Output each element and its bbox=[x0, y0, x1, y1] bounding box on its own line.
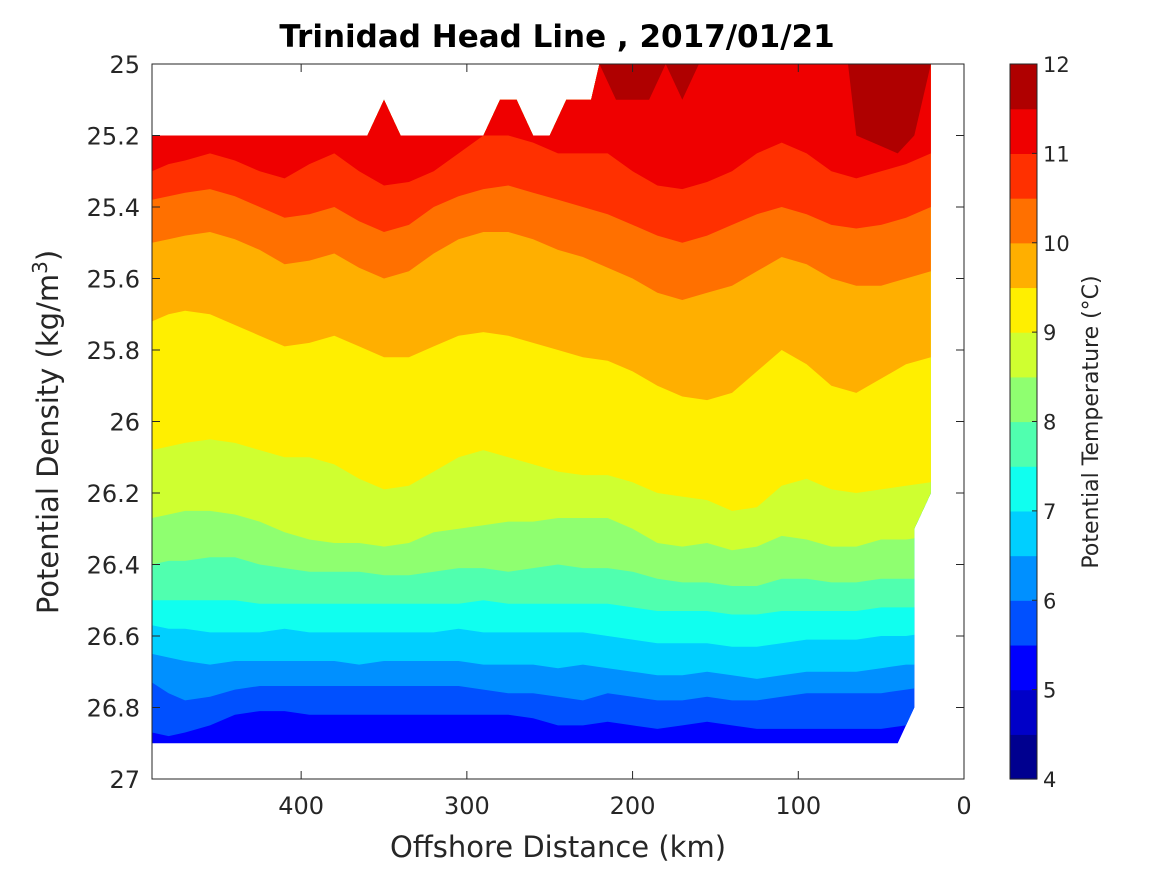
x-tick-label: 300 bbox=[444, 792, 490, 820]
colorbar-tick-label: 5 bbox=[1043, 679, 1056, 703]
colorbar-title: Potential Temperature (°C) bbox=[1079, 275, 1104, 568]
colorbar-tick-label: 7 bbox=[1043, 500, 1056, 524]
colorbar-tick-label: 4 bbox=[1043, 768, 1056, 792]
colorbar-segment bbox=[1010, 287, 1037, 333]
y-axis: 25 25.2 25.4 25.6 25.8 26 26.2 26.4 26.6 26.8 27 bbox=[87, 51, 964, 794]
y-axis-title-main: Potential Density (kg/m bbox=[31, 274, 65, 614]
colorbar-segment bbox=[1010, 689, 1037, 735]
contour-patch-warmest-2 bbox=[848, 64, 931, 154]
y-tick-label: 26.2 bbox=[87, 480, 140, 508]
colorbar-tick-label: 9 bbox=[1043, 321, 1056, 345]
y-tick-label: 26.6 bbox=[87, 623, 140, 651]
y-tick-label: 26 bbox=[109, 409, 140, 437]
colorbar-segment bbox=[1010, 510, 1037, 557]
colorbar-tick-label: 8 bbox=[1043, 411, 1056, 435]
colorbar-segment bbox=[1010, 466, 1037, 512]
x-tick-label: 200 bbox=[610, 792, 656, 820]
plot-area: 25 25.2 25.4 25.6 25.8 26 26.2 26.4 26.6 26.8 27 4… bbox=[87, 51, 972, 820]
colorbar-segment bbox=[1010, 600, 1037, 646]
colorbar-tick-label: 6 bbox=[1043, 589, 1056, 613]
y-tick-label: 27 bbox=[109, 766, 140, 794]
colorbar-segment bbox=[1010, 242, 1037, 289]
colorbar-segment bbox=[1010, 153, 1037, 199]
y-axis-title-superscript: 3 bbox=[28, 261, 52, 274]
x-tick-label: 0 bbox=[956, 792, 971, 820]
colorbar-segment bbox=[1010, 198, 1037, 244]
colorbar-segment bbox=[1010, 332, 1037, 378]
colorbar: 4 5 6 7 8 9 10 11 12 bbox=[1009, 53, 1070, 792]
x-axis: 400 300 200 100 0 bbox=[278, 64, 972, 820]
y-tick-label: 25.8 bbox=[87, 337, 140, 365]
colorbar-segments bbox=[1010, 64, 1037, 780]
contour-fill-layer bbox=[152, 64, 931, 744]
colorbar-tick-label: 10 bbox=[1043, 232, 1070, 256]
colorbar-ticks: 4 5 6 7 8 9 10 11 12 bbox=[1032, 53, 1070, 792]
y-axis-title: Potential Density (kg/m3) bbox=[28, 250, 65, 614]
y-tick-label: 25.4 bbox=[87, 194, 140, 222]
x-tick-label: 400 bbox=[278, 792, 324, 820]
colorbar-segment bbox=[1010, 421, 1037, 467]
colorbar-tick-label: 11 bbox=[1043, 142, 1070, 166]
y-tick-label: 25 bbox=[109, 51, 140, 79]
y-tick-label: 26.8 bbox=[87, 695, 140, 723]
y-tick-label: 25.2 bbox=[87, 123, 140, 151]
x-axis-title: Offshore Distance (km) bbox=[390, 830, 726, 864]
colorbar-segment bbox=[1010, 376, 1037, 423]
colorbar-segment bbox=[1010, 108, 1037, 154]
y-tick-label: 26.4 bbox=[87, 552, 140, 580]
chart-title: Trinidad Head Line , 2017/01/21 bbox=[279, 19, 834, 55]
x-tick-label: 100 bbox=[775, 792, 821, 820]
y-axis-title-close: ) bbox=[31, 250, 65, 261]
colorbar-segment bbox=[1010, 555, 1037, 601]
colorbar-segment bbox=[1010, 734, 1037, 780]
colorbar-tick-label: 12 bbox=[1043, 53, 1070, 77]
colorbar-segment bbox=[1010, 644, 1037, 691]
y-tick-label: 25.6 bbox=[87, 266, 140, 294]
contour-patch-warmest-1 bbox=[599, 64, 699, 100]
colorbar-segment bbox=[1010, 64, 1037, 110]
